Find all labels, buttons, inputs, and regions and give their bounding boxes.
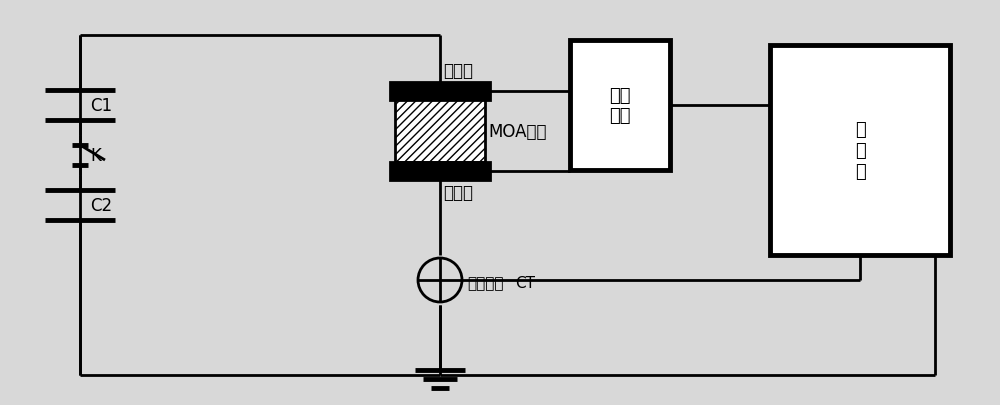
- Text: 压接件: 压接件: [443, 183, 473, 202]
- Bar: [390, 162, 490, 181]
- Bar: [390, 83, 490, 101]
- Text: CT: CT: [515, 276, 535, 291]
- Text: MOA试品: MOA试品: [488, 123, 546, 141]
- Text: 示
波
器: 示 波 器: [855, 121, 865, 180]
- Text: 高压
探头: 高压 探头: [609, 86, 631, 125]
- Bar: [570, 41, 670, 171]
- Text: K: K: [90, 147, 101, 164]
- Bar: [395, 101, 485, 162]
- Text: C2: C2: [90, 196, 112, 215]
- Text: 罗氏线圈: 罗氏线圈: [467, 276, 504, 291]
- Text: C1: C1: [90, 97, 112, 115]
- Bar: [770, 46, 950, 256]
- Text: 压接件: 压接件: [443, 62, 473, 80]
